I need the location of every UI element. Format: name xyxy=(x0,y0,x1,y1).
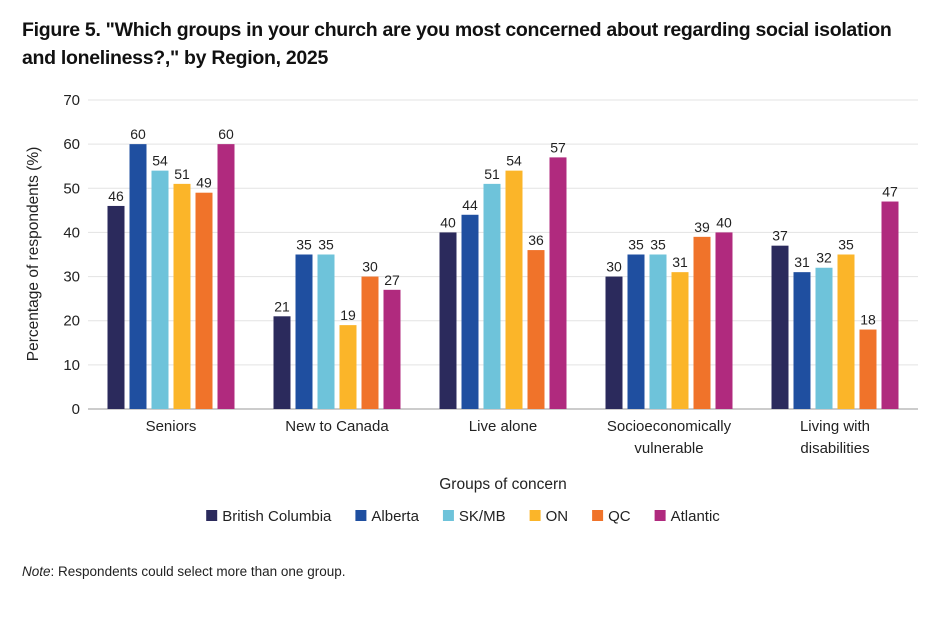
category-labels: Seniors New to Canada Live alone Socioecono… xyxy=(146,418,870,457)
y-tick-label: 60 xyxy=(63,136,80,153)
bar-value-label: 30 xyxy=(606,259,622,275)
legend-label: QC xyxy=(608,508,631,525)
bar xyxy=(273,316,291,409)
bar xyxy=(483,183,501,409)
legend-label: British Columbia xyxy=(222,508,332,525)
category-label: Seniors xyxy=(146,418,197,435)
bar xyxy=(793,272,811,409)
bar-value-label: 37 xyxy=(772,228,788,244)
bar xyxy=(671,272,689,409)
bar-value-label: 35 xyxy=(650,237,666,253)
bar xyxy=(649,254,667,409)
bar xyxy=(195,192,213,409)
bar-value-label: 31 xyxy=(794,254,810,270)
y-tick-label: 10 xyxy=(63,357,80,374)
bar-value-label: 39 xyxy=(694,219,710,235)
bar xyxy=(605,276,623,409)
legend-swatch xyxy=(529,510,541,521)
bar xyxy=(461,214,479,409)
y-tick-label: 20 xyxy=(63,313,80,330)
bar-value-label: 21 xyxy=(274,298,290,314)
bars xyxy=(107,144,899,409)
bar xyxy=(527,250,545,409)
bar-value-label: 46 xyxy=(108,188,124,204)
bar-value-label: 60 xyxy=(130,126,146,142)
legend-swatch xyxy=(206,510,218,521)
bar-value-label: 40 xyxy=(716,214,732,230)
legend-swatch xyxy=(355,510,367,521)
legend-swatch xyxy=(442,510,454,521)
bar-value-label: 60 xyxy=(218,126,234,142)
footnote: Note: Respondents could select more than… xyxy=(22,564,345,579)
y-axis-ticks: 0 10 20 30 40 50 60 70 xyxy=(63,92,80,418)
bar xyxy=(361,276,379,409)
bar xyxy=(173,183,191,409)
y-tick-label: 40 xyxy=(63,224,80,241)
bar xyxy=(837,254,855,409)
legend-swatch xyxy=(654,510,666,521)
footnote-lead: Note xyxy=(22,564,51,579)
bar-value-label: 36 xyxy=(528,232,544,248)
bar-value-label: 54 xyxy=(152,153,168,169)
bar xyxy=(549,157,567,409)
bar xyxy=(815,267,833,409)
category-label: New to Canada xyxy=(285,418,389,435)
bar-value-label: 30 xyxy=(362,259,378,275)
bar-value-label: 40 xyxy=(440,214,456,230)
bar-value-label: 31 xyxy=(672,254,688,270)
bar-value-label: 35 xyxy=(838,237,854,253)
bar-value-label: 51 xyxy=(484,166,500,182)
y-axis-title: Percentage of respondents (%) xyxy=(25,147,42,362)
bar xyxy=(881,201,899,409)
bar-value-label: 49 xyxy=(196,175,212,191)
bar xyxy=(439,232,457,409)
bar-value-label: 18 xyxy=(860,312,876,328)
bar-value-label: 35 xyxy=(296,237,312,253)
bar-value-label: 35 xyxy=(628,237,644,253)
bar-value-label: 35 xyxy=(318,237,334,253)
bar xyxy=(771,245,789,409)
y-tick-label: 50 xyxy=(63,180,80,197)
footnote-text: : Respondents could select more than one… xyxy=(50,564,346,579)
bar-value-label: 32 xyxy=(816,250,832,266)
category-label: Socioeconomically xyxy=(607,418,732,435)
figure-title: Figure 5. "Which groups in your church a… xyxy=(22,19,892,69)
legend-swatch xyxy=(592,510,604,521)
bar xyxy=(693,236,711,409)
y-tick-label: 70 xyxy=(63,92,80,109)
legend: British Columbia Alberta SK/MB ON QC Atlantic xyxy=(206,508,720,525)
bar-value-label: 57 xyxy=(550,139,566,155)
bar-value-label: 54 xyxy=(506,153,522,169)
bar xyxy=(859,329,877,409)
bar xyxy=(627,254,645,409)
legend-label: Atlantic xyxy=(671,508,721,525)
category-label: Live alone xyxy=(469,418,537,435)
y-tick-label: 0 xyxy=(72,401,80,418)
bar-value-label: 27 xyxy=(384,272,400,288)
bar-value-label: 47 xyxy=(882,184,898,200)
legend-label: SK/MB xyxy=(459,508,506,525)
bar xyxy=(129,144,147,409)
bar xyxy=(217,144,235,409)
x-axis-title: Groups of concern xyxy=(439,476,567,493)
bar xyxy=(383,289,401,409)
bar xyxy=(151,170,169,409)
bar-value-label: 19 xyxy=(340,307,356,323)
bar xyxy=(715,232,733,409)
legend-label: ON xyxy=(546,508,569,525)
bar xyxy=(339,325,357,409)
bar-value-label: 44 xyxy=(462,197,478,213)
legend-label: Alberta xyxy=(371,508,419,525)
bar-value-label: 51 xyxy=(174,166,190,182)
y-tick-label: 30 xyxy=(63,269,80,286)
category-label: Living with xyxy=(800,418,870,435)
bar xyxy=(107,205,125,409)
bar xyxy=(295,254,313,409)
category-label: vulnerable xyxy=(634,440,703,457)
value-labels: 46 60 54 51 49 60 21 35 35 19 30 27 40 44 51 54 36 57 30 35… xyxy=(108,126,898,327)
category-label: disabilities xyxy=(800,440,869,457)
bar xyxy=(317,254,335,409)
bar xyxy=(505,170,523,409)
